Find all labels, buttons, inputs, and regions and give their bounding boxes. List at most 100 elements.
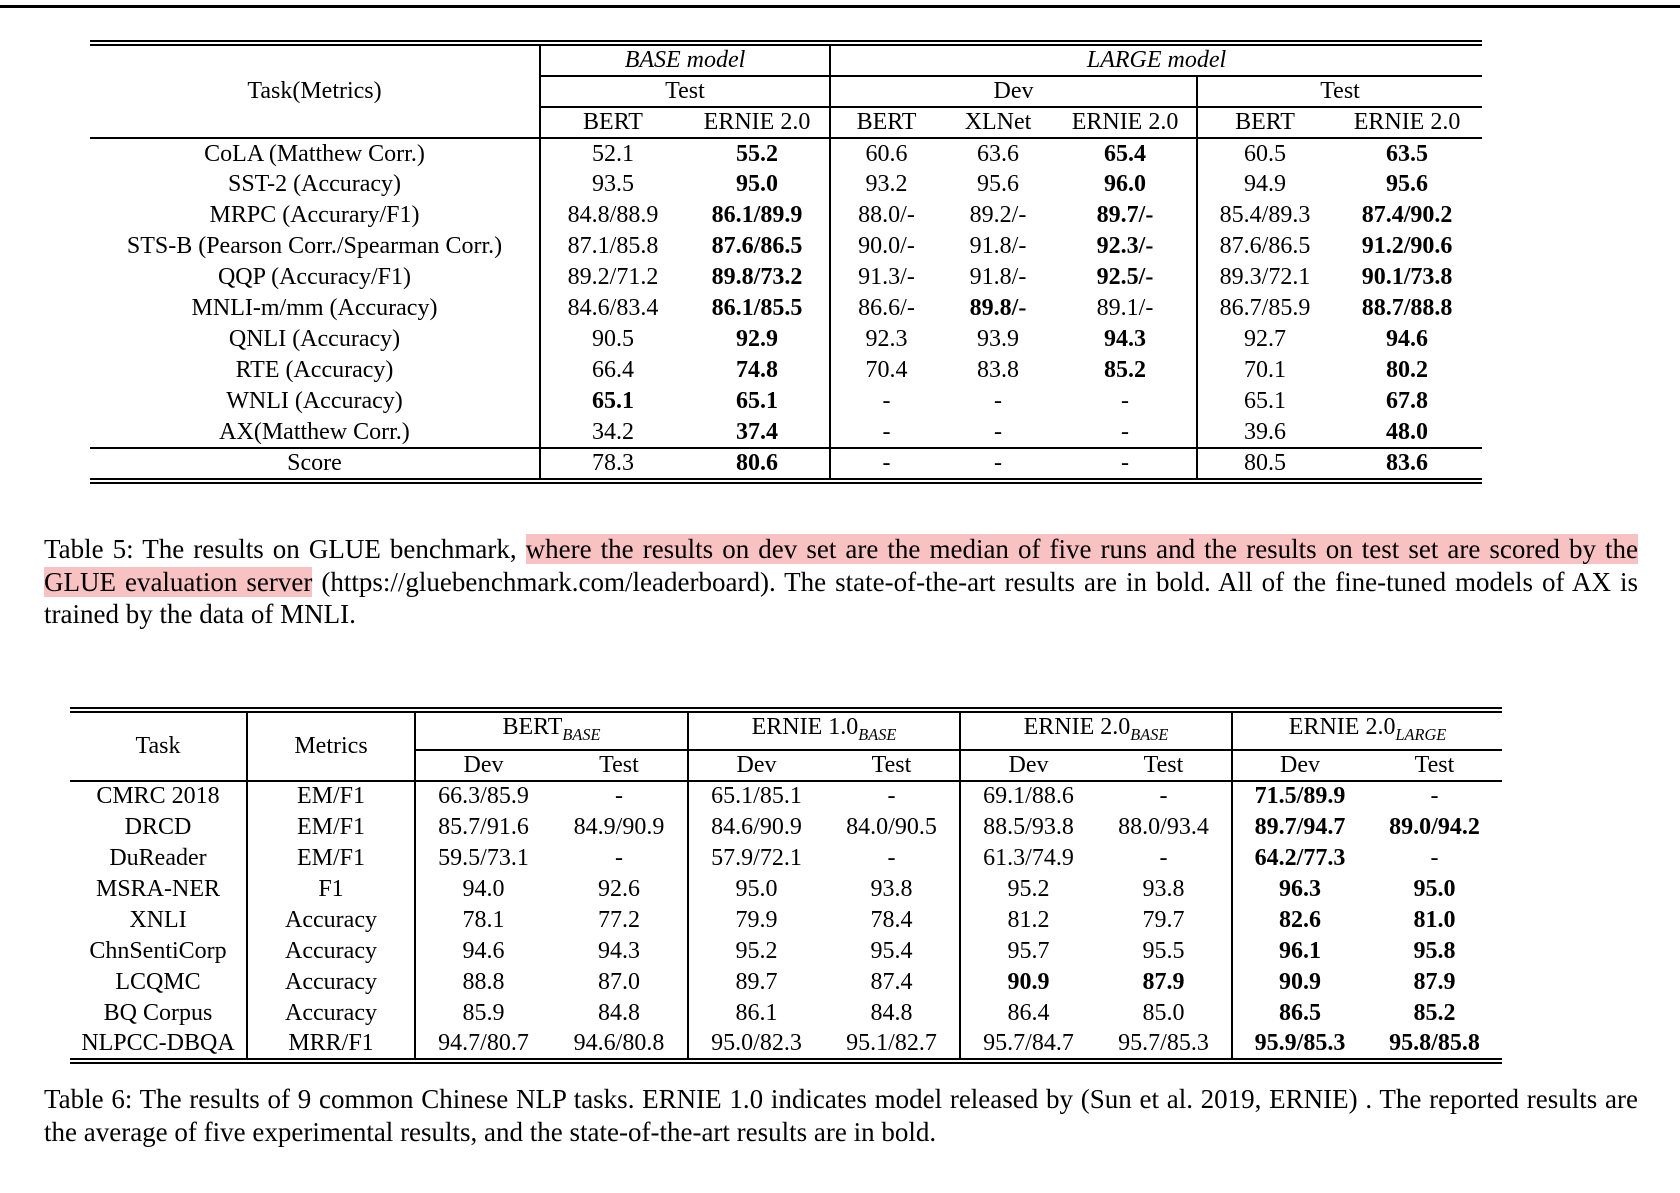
model-size-subscript: BASE [858,724,897,744]
table-cell: 87.0 [551,966,689,998]
table-cell: - [882,450,891,476]
col-group-model: BERTBASE [415,710,689,751]
caption6-text: Table 6: The results of 9 common Chinese… [44,1084,1638,1147]
metric-label: MRR/F1 [247,1028,416,1061]
table-cell: 86.6/- [858,295,915,321]
table-cell: - [1430,783,1439,810]
table-cell: 95.6 [1386,171,1429,197]
model-size-subscript: LARGE [1395,724,1447,744]
table-row: MRPC (Accurary/F1) 84.8/88.9 86.1/89.9 88.0… [90,200,1482,231]
header-row: Dev Test Dev Test Dev Test Dev Test [70,749,1502,782]
table-cell: 70.1 [1244,357,1287,383]
table-cell: 77.2 [551,904,689,936]
table-cell: 60.6 [865,140,908,167]
table-cell: 85.9 [462,999,505,1026]
table-cell: 90.5 [592,326,634,352]
col-split-dev: Dev [415,749,551,782]
task-label: CMRC 2018 [70,780,248,812]
table-cell: 88.7/88.8 [1361,295,1453,321]
table-cell: 89.0/94.2 [1389,813,1480,840]
task-label: AX(Matthew Corr.) [90,417,541,449]
header-row: Test Dev Test [90,76,1483,108]
table-cell: 65.1 [685,386,832,417]
col-group-model: ERNIE 2.0BASE [960,710,1233,751]
table-cell: 86.5 [1279,999,1321,1026]
table-cell: 95.0 [735,875,778,902]
table-cell: 96.0 [1054,169,1199,200]
table-cell: 82.6 [1279,906,1321,933]
table-cell: 91.2/90.6 [1361,233,1453,259]
task-label: DuReader [70,842,248,874]
table-cell: 89.2/- [969,202,1027,228]
score-row: Score 78.3 80.6 - - - 80.5 83.6 [90,448,1482,481]
task-label: BQ Corpus [70,997,248,1029]
table-cell: 95.0 [685,169,832,200]
table-cell: 92.3 [865,326,908,352]
table-cell: 59.5/73.1 [438,844,529,871]
table-cell: 93.5 [592,171,634,197]
table-row: CMRC 2018 EM/F1 66.3/85.9-65.1/85.1-69.1/8… [70,780,1502,812]
table-cell: 91.8/- [969,264,1027,290]
table-cell: 84.8 [551,997,689,1029]
table-cell: 90.9 [1007,968,1050,995]
table-cell: 78.4 [824,904,961,936]
table-row: STS-B (Pearson Corr./Spearman Corr.) 87.1… [90,231,1482,262]
table-cell: 96.3 [1279,875,1321,902]
table-cell: 95.1/82.7 [824,1028,961,1061]
table-cell: 52.1 [592,140,634,167]
col-split-test: Test [1367,749,1502,782]
table-cell: 71.5/89.9 [1254,783,1346,810]
table-cell: 85.0 [1096,997,1233,1029]
table-cell: 61.3/74.9 [983,844,1074,871]
model-name: ERNIE 2.0 [1288,714,1396,740]
table-cell: 66.3/85.9 [438,783,529,810]
table-cell: 89.7/94.7 [1254,813,1346,840]
table-cell: 92.7 [1244,326,1287,352]
col-split-dev: Dev [830,76,1199,108]
table-cell: 85.7/91.6 [438,813,529,840]
table-cell: 95.7/85.3 [1096,1028,1233,1061]
metric-label: Accuracy [247,966,416,998]
table-cell: 94.9 [1244,171,1287,197]
table-cell: - [942,417,1055,449]
table-cell: 87.6/86.5 [685,231,832,262]
header-row: Task(Metrics) BASE model LARGE model [90,43,1483,139]
table-cell: 90.0/- [858,233,915,259]
table-row: ChnSentiCorp Accuracy 94.6 94.3 95.2 95.4 95.7… [70,935,1502,967]
table-cell: 87.1/85.8 [567,233,659,259]
col-split-test: Test [1197,76,1483,108]
table-cell: 95.8 [1413,937,1456,964]
metric-label: F1 [247,873,416,905]
table6-caption: Table 6: The results of 9 common Chinese… [44,1083,1638,1148]
table-cell: 87.9 [1096,966,1233,998]
table-cell: - [994,388,1003,414]
table-cell: - [551,842,689,874]
table-cell: 84.0/90.5 [824,811,961,843]
table-row: SST-2 (Accuracy) 93.5 95.0 93.2 95.6 96.0 94.9… [90,169,1482,200]
table-cell: 89.7/- [1054,200,1199,231]
task-label: CoLA (Matthew Corr.) [90,138,541,169]
table-cell: 48.0 [1332,417,1483,449]
table-cell: 84.6/83.4 [567,295,659,321]
table-cell: 69.1/88.6 [983,783,1074,810]
table-cell: - [824,842,961,874]
table-cell: 87.6/86.5 [1219,233,1311,259]
col-split-dev: Dev [1232,749,1367,782]
table-row: NLPCC-DBQA MRR/F1 94.7/80.7 94.6/80.8 95.0/8… [70,1028,1502,1061]
table-cell: - [994,450,1003,476]
table-cell: 89.7 [735,968,778,995]
table-cell: 95.0/82.3 [711,1029,802,1056]
table-cell: 85.4/89.3 [1219,202,1311,228]
table-cell: 88.8 [462,968,505,995]
table-cell: 87.9 [1413,968,1456,995]
table-cell: - [1096,780,1233,812]
table-cell: 95.6 [977,171,1020,197]
col-model: BERT [1197,107,1333,139]
table-cell: 94.7/80.7 [438,1029,529,1056]
table-cell: 85.2 [1413,999,1456,1026]
metric-label: Accuracy [247,935,416,967]
table-cell: 89.8/73.2 [685,262,832,293]
table-cell: 89.3/72.1 [1219,264,1311,290]
col-split-test: Test [551,749,689,782]
header-row: BERT ERNIE 2.0 BERT XLNet ERNIE 2.0 BERT ERNIE… [90,107,1483,139]
